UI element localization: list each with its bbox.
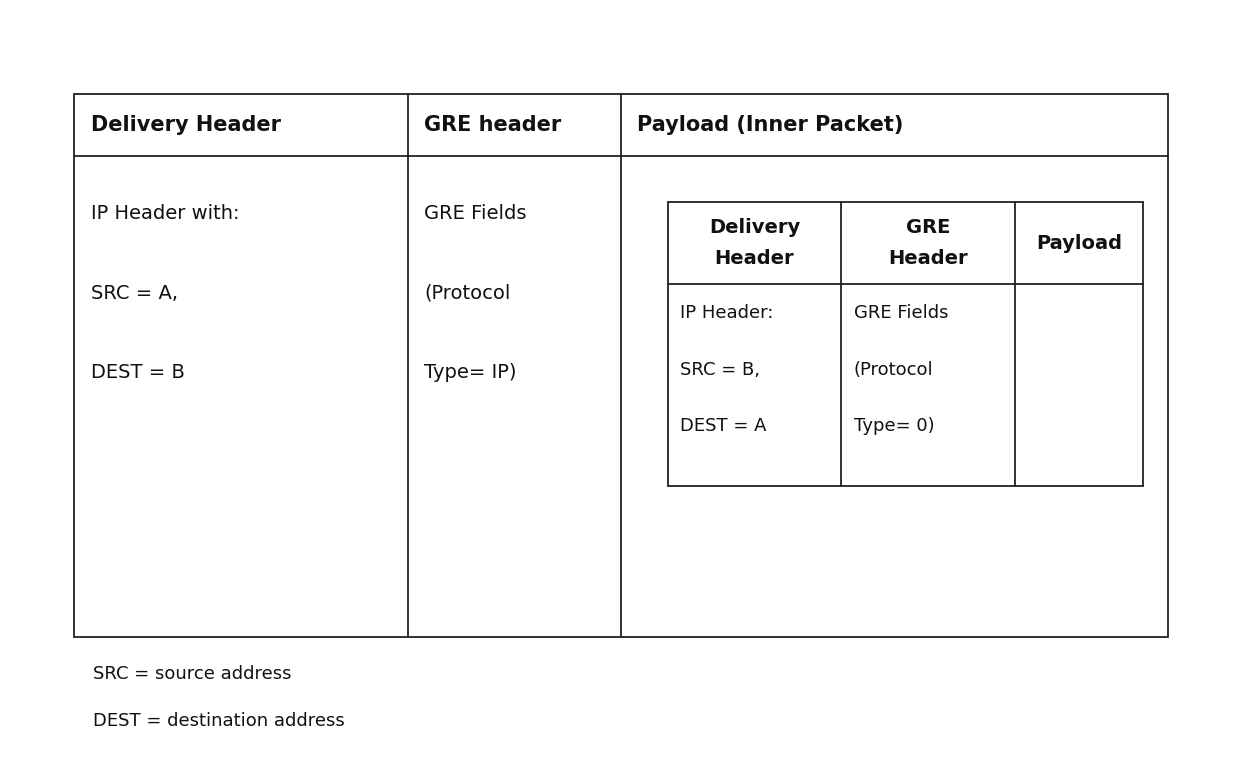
Text: DEST = B: DEST = B bbox=[91, 363, 185, 382]
Text: GRE header: GRE header bbox=[424, 115, 562, 135]
Text: Payload (Inner Packet): Payload (Inner Packet) bbox=[637, 115, 904, 135]
Text: SRC = A,: SRC = A, bbox=[91, 284, 177, 303]
Text: GRE Fields: GRE Fields bbox=[424, 204, 527, 224]
Text: GRE
Header: GRE Header bbox=[888, 218, 968, 268]
Text: IP Header with:: IP Header with: bbox=[91, 204, 239, 224]
Text: SRC = source address: SRC = source address bbox=[93, 665, 291, 683]
Text: DEST = A: DEST = A bbox=[680, 418, 766, 436]
Text: Type= IP): Type= IP) bbox=[424, 363, 517, 382]
Text: SRC = B,: SRC = B, bbox=[680, 361, 760, 379]
Bar bbox=[667, 202, 1143, 486]
Text: Type= 0): Type= 0) bbox=[854, 418, 935, 436]
Text: GRE Fields: GRE Fields bbox=[854, 304, 949, 322]
Text: Delivery
Header: Delivery Header bbox=[709, 218, 800, 268]
Bar bbox=[74, 94, 1168, 637]
Text: IP Header:: IP Header: bbox=[680, 304, 774, 322]
Text: Payload: Payload bbox=[1037, 234, 1122, 253]
Text: DEST = destination address: DEST = destination address bbox=[93, 712, 345, 730]
Text: (Protocol: (Protocol bbox=[854, 361, 934, 379]
Text: (Protocol: (Protocol bbox=[424, 284, 511, 303]
Text: Delivery Header: Delivery Header bbox=[91, 115, 280, 135]
